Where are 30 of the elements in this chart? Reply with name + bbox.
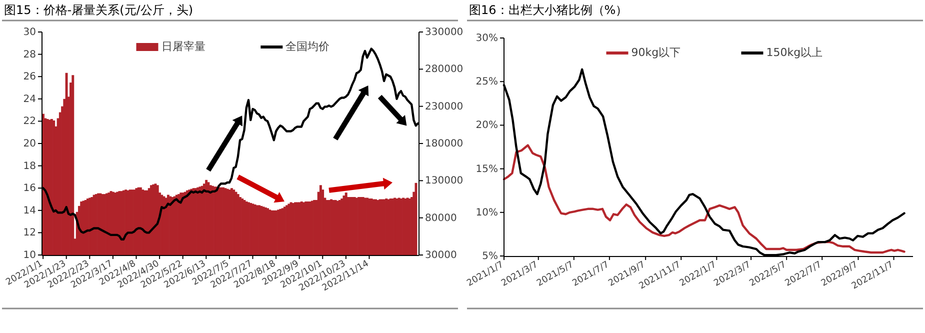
y-tick-label: 14 [23,205,36,216]
y2-tick-label: 80000 [425,212,457,224]
y-tick-label: 12 [23,227,36,238]
y2-tick-label: 180000 [425,138,464,150]
y-tick-label: 10% [476,207,498,218]
y2-tick-label: 230000 [425,101,464,112]
chart-title: 图16：出栏大小猪比例（%） [469,3,628,17]
y-tick-label: 18 [23,160,36,172]
y-tick-label: 30 [23,26,36,38]
y2-tick-label: 280000 [425,64,464,75]
y-tick-label: 24 [23,94,36,105]
y2-tick-label: 130000 [425,175,464,186]
y-tick-label: 15% [476,164,498,175]
y-tick-label: 20 [23,138,36,150]
y-tick-label: 22 [23,116,36,127]
chart-title: 图15：价格-屠量关系(元/公斤，头) [4,3,194,17]
y-tick-label: 30% [476,32,498,44]
y-tick-label: 5% [482,250,498,262]
y2-tick-label: 30000 [425,250,457,261]
y-tick-label: 10 [23,250,36,261]
y-tick-label: 16 [23,182,36,194]
legend-label: 150kg以上 [766,46,823,60]
legend-label: 全国均价 [286,40,330,54]
legend-label: 日屠宰量 [161,40,206,54]
y-tick-label: 28 [23,49,36,60]
y-tick-label: 26 [23,71,36,82]
y2-tick-label: 330000 [425,26,464,38]
y-tick-label: 25% [476,76,498,88]
legend-label: 90kg以下 [631,46,681,60]
y-tick-label: 20% [476,120,498,131]
